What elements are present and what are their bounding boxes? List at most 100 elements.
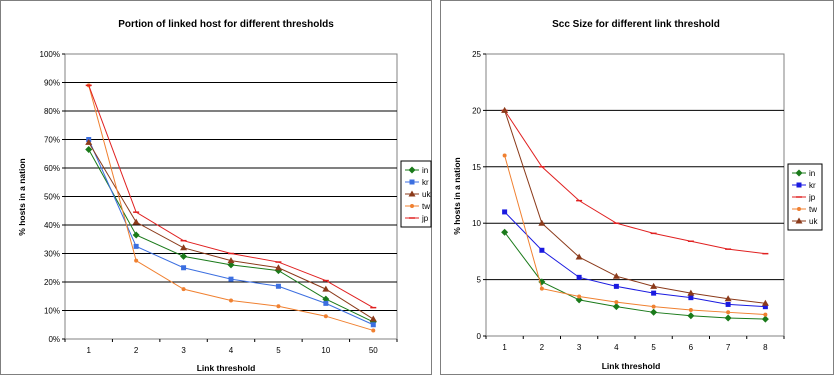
data-point-in — [724, 314, 732, 322]
data-point-kr — [613, 283, 619, 289]
data-point-kr — [576, 274, 582, 280]
data-point-uk — [761, 299, 769, 306]
data-point-uk — [724, 295, 732, 302]
data-point-tw — [181, 287, 186, 292]
y-tick-label: 60% — [44, 164, 60, 173]
legend-marker-in — [408, 166, 416, 174]
legend-label-tw: tw — [422, 202, 430, 211]
legend-marker-tw — [797, 207, 801, 211]
y-tick-label: 90% — [44, 79, 60, 88]
data-point-uk — [612, 272, 620, 279]
legend-marker-tw — [410, 204, 414, 208]
x-tick-label: 6 — [689, 343, 694, 352]
data-point-in — [687, 312, 695, 320]
legend-label-tw: tw — [809, 205, 817, 214]
x-tick-label: 1 — [86, 346, 91, 355]
data-point-uk — [132, 218, 140, 225]
data-point-kr — [539, 247, 545, 253]
chart-panel-left: Portion of linked host for different thr… — [0, 0, 432, 375]
data-point-kr — [762, 304, 768, 310]
legend-label-uk: uk — [422, 190, 431, 199]
data-point-kr — [502, 209, 508, 215]
data-point-kr — [725, 301, 731, 307]
data-point-tw — [688, 308, 693, 313]
x-tick-label: 5 — [651, 343, 656, 352]
data-point-in — [575, 296, 583, 304]
y-tick-label: 40% — [44, 221, 60, 230]
data-point-tw — [539, 286, 544, 291]
data-point-uk — [227, 257, 235, 264]
data-point-kr — [370, 322, 376, 328]
data-point-kr — [228, 276, 234, 282]
data-point-tw — [763, 312, 768, 317]
legend-label-kr: kr — [809, 181, 816, 190]
data-point-kr — [651, 290, 657, 296]
x-tick-label: 3 — [577, 343, 582, 352]
x-tick-label: 8 — [763, 343, 768, 352]
x-tick-label: 5 — [276, 346, 281, 355]
data-point-kr — [133, 243, 139, 249]
chart-title: Scc Size for different link threshold — [552, 19, 720, 30]
data-point-tw — [371, 328, 376, 333]
data-point-uk — [575, 253, 583, 260]
chart-panel-right: Scc Size for different link threshold Li… — [440, 0, 834, 375]
data-point-in — [650, 308, 658, 316]
legend-marker-uk — [408, 190, 416, 197]
plot-area — [485, 53, 785, 337]
y-tick-label: 10 — [472, 219, 481, 228]
legend-marker-in — [795, 169, 803, 177]
y-tick-label: 10% — [44, 307, 60, 316]
data-point-in — [612, 303, 620, 311]
series-line-uk — [504, 110, 766, 304]
x-tick-label: 1 — [502, 343, 507, 352]
chart-right: Scc Size for different link threshold Li… — [452, 19, 823, 371]
data-point-kr — [323, 300, 329, 306]
legend-label-jp: jp — [808, 193, 816, 202]
y-tick-label: 20% — [44, 278, 60, 287]
legend-label-in: in — [809, 169, 815, 178]
data-point-in — [761, 315, 769, 323]
x-axis-label: Link threshold — [197, 363, 256, 373]
legend-label-jp: jp — [421, 214, 429, 223]
y-tick-label: 25 — [472, 50, 481, 59]
data-point-uk — [501, 106, 509, 113]
data-point-uk — [538, 219, 546, 226]
legend-marker-kr — [409, 179, 415, 185]
legend-label-kr: kr — [422, 178, 429, 187]
x-tick-label: 4 — [229, 346, 234, 355]
data-point-in — [501, 228, 509, 236]
legend-marker-kr — [796, 182, 802, 188]
data-point-uk — [650, 282, 658, 289]
y-tick-label: 0 — [477, 332, 482, 341]
data-point-kr — [688, 295, 694, 301]
data-point-tw — [502, 153, 507, 158]
data-point-tw — [651, 304, 656, 309]
legend-label-in: in — [422, 166, 428, 175]
y-axis-label: % hosts in a nation — [17, 158, 27, 235]
data-point-in — [132, 231, 140, 239]
data-point-in — [227, 261, 235, 269]
x-tick-label: 2 — [540, 343, 545, 352]
data-point-tw — [614, 300, 619, 305]
y-tick-label: 20 — [472, 106, 481, 115]
data-point-uk — [369, 315, 377, 322]
y-tick-label: 100% — [40, 50, 60, 59]
x-tick-label: 50 — [369, 346, 378, 355]
y-axis-label: % hosts in a nation — [452, 157, 462, 234]
data-point-tw — [134, 258, 139, 263]
legend-marker-uk — [795, 217, 803, 224]
data-point-tw — [276, 304, 281, 309]
x-tick-label: 3 — [181, 346, 186, 355]
y-tick-label: 50% — [44, 193, 60, 202]
x-axis-label: Link threshold — [602, 361, 661, 371]
data-point-in — [180, 252, 188, 260]
x-tick-label: 7 — [726, 343, 731, 352]
data-point-tw — [726, 310, 731, 315]
data-point-tw — [229, 298, 233, 303]
x-tick-label: 10 — [321, 346, 330, 355]
data-point-in — [322, 295, 330, 303]
y-tick-label: 30% — [44, 250, 60, 259]
y-tick-label: 15 — [472, 163, 481, 172]
chart-left: Portion of linked host for different thr… — [17, 19, 432, 373]
legend-label-uk: uk — [809, 217, 818, 226]
